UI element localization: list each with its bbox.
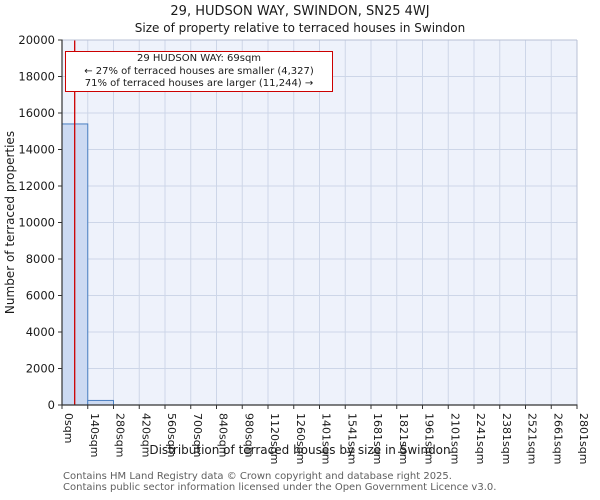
x-tick-label: 280sqm — [114, 413, 127, 457]
x-tick-label: 1401sqm — [320, 413, 333, 464]
x-tick-label: 140sqm — [88, 413, 101, 457]
y-tick-label: 14000 — [18, 143, 55, 157]
x-tick-label: 1260sqm — [294, 413, 307, 464]
y-tick-label: 6000 — [26, 289, 55, 303]
y-tick-label: 16000 — [18, 106, 55, 120]
y-tick-label: 20000 — [18, 33, 55, 47]
x-tick-label: 0sqm — [62, 413, 75, 443]
chart-subtitle: Size of property relative to terraced ho… — [134, 21, 466, 35]
x-tick-label: 2521sqm — [526, 413, 539, 464]
annotation-smaller-line: ← 27% of terraced houses are smaller (4,… — [84, 65, 314, 77]
x-tick-label: 980sqm — [242, 413, 255, 457]
y-tick-label: 12000 — [18, 179, 55, 193]
y-tick-label: 8000 — [26, 252, 55, 266]
footer-attribution-2: Contains public sector information licen… — [63, 482, 497, 493]
y-tick-label: 18000 — [18, 70, 55, 84]
x-tick-label: 1681sqm — [371, 413, 384, 464]
y-tick-label: 2000 — [26, 362, 55, 376]
x-tick-label: 840sqm — [217, 413, 230, 457]
annotation-larger-line: 71% of terraced houses are larger (11,24… — [84, 78, 314, 89]
x-tick-label: 1541sqm — [345, 413, 358, 464]
y-tick-label: 4000 — [26, 325, 55, 339]
x-tick-label: 420sqm — [139, 413, 152, 457]
x-tick-label: 1961sqm — [423, 413, 436, 464]
y-tick-label: 10000 — [18, 216, 55, 230]
x-tick-label: 2381sqm — [500, 413, 513, 464]
histogram-bar — [87, 399, 114, 406]
y-tick-label: 0 — [48, 398, 55, 412]
marker-annotation-box: 29 HUDSON WAY: 69sqm ← 27% of terraced h… — [65, 51, 333, 92]
x-tick-label: 1120sqm — [268, 413, 281, 464]
annotation-property-label: 29 HUDSON WAY: 69sqm — [136, 53, 262, 64]
x-tick-label: 560sqm — [165, 413, 178, 457]
x-tick-label: 700sqm — [191, 413, 204, 457]
x-tick-label: 2101sqm — [448, 413, 461, 464]
chart-title: 29, HUDSON WAY, SWINDON, SN25 4WJ — [170, 4, 430, 19]
x-tick-label: 2801sqm — [577, 413, 590, 464]
x-axis-label: Distribution of terraced houses by size … — [149, 443, 451, 457]
chart-canvas: 0 2000 4000 6000 8000 10000 12000 14000 16000 180… — [3, 33, 590, 464]
x-tick-label: 2661sqm — [551, 413, 564, 464]
footer-attribution-1: Contains HM Land Registry data © Crown c… — [63, 471, 452, 482]
y-axis-label: Number of terraced properties — [3, 131, 17, 314]
x-tick-label: 2241sqm — [474, 413, 487, 464]
x-tick-label: 1821sqm — [397, 413, 410, 464]
